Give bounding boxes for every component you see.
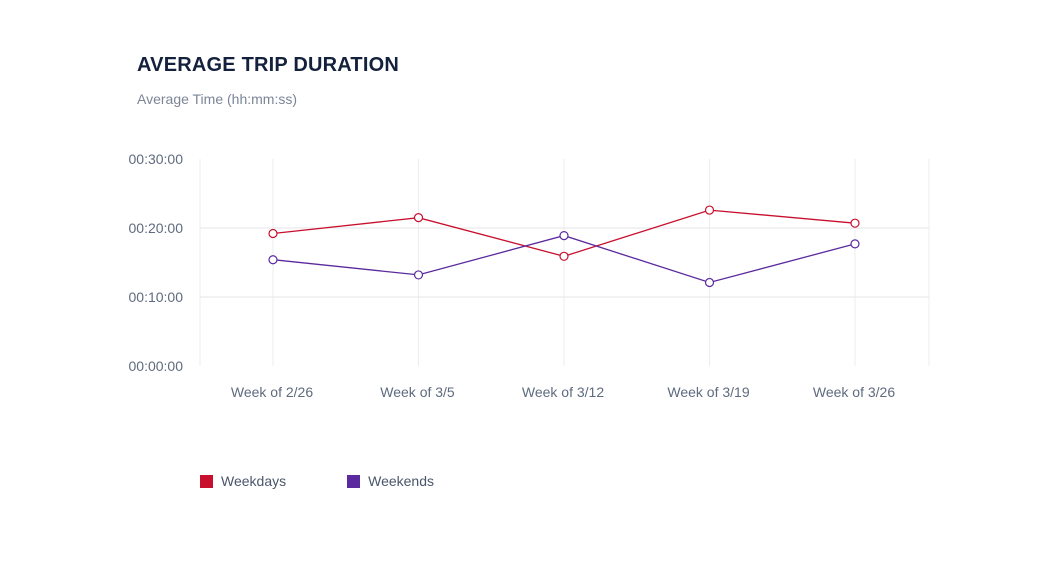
grid-lines xyxy=(199,159,930,366)
y-tick-label: 00:20:00 xyxy=(129,220,184,236)
data-point-weekdays[interactable] xyxy=(559,251,569,261)
legend: Weekdays Weekends xyxy=(200,473,495,489)
y-axis-ticks: 00:00:00 00:10:00 00:20:00 00:30:00 xyxy=(129,151,184,374)
data-point-weekends[interactable] xyxy=(268,255,278,265)
x-axis-ticks: Week of 2/26 Week of 3/5 Week of 3/12 Week … xyxy=(231,384,895,400)
chart-title: AVERAGE TRIP DURATION xyxy=(137,54,399,76)
x-tick-label: Week of 3/19 xyxy=(667,384,749,400)
legend-item-weekends[interactable]: Weekends xyxy=(347,473,434,489)
data-point-weekends[interactable] xyxy=(413,270,424,280)
data-point-weekdays[interactable] xyxy=(268,228,278,239)
chart-subtitle: Average Time (hh:mm:ss) xyxy=(137,91,298,107)
series-points xyxy=(268,205,860,288)
data-point-weekends[interactable] xyxy=(704,277,715,288)
legend-swatch-weekdays xyxy=(200,474,213,488)
legend-label-weekends: Weekends xyxy=(368,473,435,489)
y-tick-label: 00:30:00 xyxy=(129,151,184,167)
data-point-weekdays[interactable] xyxy=(850,218,860,228)
data-point-weekends[interactable] xyxy=(559,230,569,241)
legend-item-weekdays[interactable]: Weekdays xyxy=(200,473,286,489)
legend-label-weekdays: Weekdays xyxy=(221,473,287,489)
x-tick-label: Week of 3/26 xyxy=(813,384,895,400)
x-tick-label: Week of 3/5 xyxy=(380,384,455,400)
x-tick-label: Week of 2/26 xyxy=(231,384,313,400)
x-tick-label: Week of 3/12 xyxy=(522,384,604,400)
y-tick-label: 00:10:00 xyxy=(129,289,184,305)
data-point-weekends[interactable] xyxy=(850,239,860,249)
data-point-weekdays[interactable] xyxy=(413,213,424,223)
legend-swatch-weekends xyxy=(347,474,361,488)
y-tick-label: 00:00:00 xyxy=(129,358,184,374)
data-point-weekdays[interactable] xyxy=(704,205,715,215)
